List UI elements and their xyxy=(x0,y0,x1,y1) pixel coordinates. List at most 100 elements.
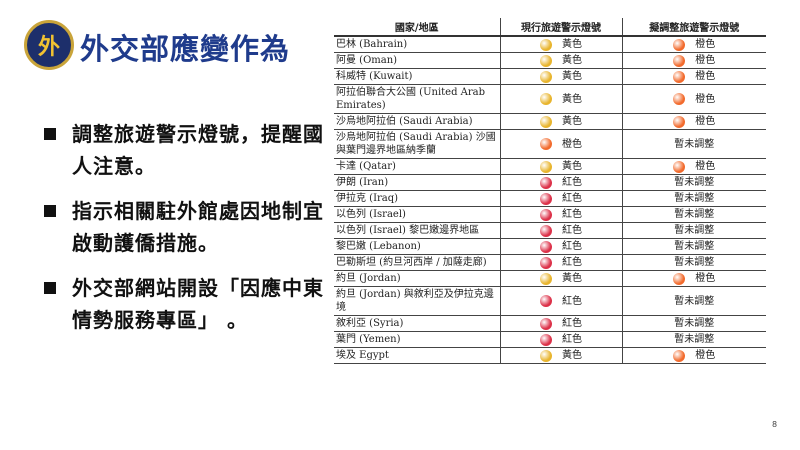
current-cell: 黃色 xyxy=(499,52,622,69)
country-text: 埃及 Egypt xyxy=(336,350,389,361)
current-cell: 紅色 xyxy=(499,331,622,348)
bullet-item: 調整旅遊警示燈號，提醒國人注意。 xyxy=(40,118,330,182)
proposed-text: 橙色 xyxy=(695,39,716,50)
country-cell: 黎巴嫩 (Lebanon) xyxy=(334,238,500,255)
orange-light-icon xyxy=(673,349,686,362)
country-text: 卡達 (Qatar) xyxy=(336,161,396,172)
country-text: 沙烏地阿拉伯 (Saudi Arabia) xyxy=(336,116,473,127)
orange-light-icon xyxy=(673,38,686,51)
slide-title: 外交部應變作為 xyxy=(80,32,291,66)
proposed-cell: 橙色 xyxy=(621,36,766,53)
yellow-light-icon xyxy=(540,54,552,67)
country-cell: 以色列 (Israel) xyxy=(334,206,500,223)
current-text: 紅色 xyxy=(562,318,582,329)
yellow-light-icon xyxy=(540,349,552,362)
proposed-cell: 暫未調整 xyxy=(621,174,766,191)
current-cell: 紅色 xyxy=(499,222,622,239)
current-cell: 紅色 xyxy=(499,206,622,223)
proposed-text: 橙色 xyxy=(695,350,716,361)
current-cell: 黃色 xyxy=(499,36,622,53)
proposed-cell: 暫未調整 xyxy=(621,286,766,316)
mofa-logo: 外 xyxy=(24,20,74,70)
table-row: 以色列 (Israel) 紅色 暫未調整 xyxy=(334,206,766,223)
current-text: 紅色 xyxy=(562,257,582,268)
current-cell: 黃色 xyxy=(499,347,622,364)
country-text: 敘利亞 (Syria) xyxy=(336,318,404,329)
proposed-text: 暫未調整 xyxy=(674,318,715,329)
square-bullet-icon xyxy=(44,282,56,294)
current-text: 黃色 xyxy=(562,161,582,172)
travel-alert-table: 國家/地區 現行旅遊警示燈號 擬調整旅遊警示燈號 巴林 (Bahrain) 黃色橙… xyxy=(334,18,766,364)
yellow-light-icon xyxy=(540,70,552,83)
country-text: 以色列 (Israel) xyxy=(336,209,406,220)
country-cell: 約旦 (Jordan) 與敘利亞及伊拉克邊境 xyxy=(334,286,500,316)
proposed-text: 暫未調整 xyxy=(674,295,715,307)
orange-light-icon xyxy=(673,93,686,105)
table-row: 敘利亞 (Syria) 紅色 暫未調整 xyxy=(334,315,766,332)
country-text: 巴林 (Bahrain) xyxy=(336,39,408,50)
table-row: 以色列 (Israel) 黎巴嫩邊界地區 紅色 暫未調整 xyxy=(334,222,766,239)
proposed-text: 暫未調整 xyxy=(674,257,715,268)
country-cell: 葉門 (Yemen) xyxy=(334,331,500,348)
table-row: 伊拉克 (Iraq) 紅色 暫未調整 xyxy=(334,190,766,207)
country-cell: 沙烏地阿拉伯 (Saudi Arabia) 沙國與葉門邊界地區納季蘭 xyxy=(334,129,500,159)
country-cell: 阿曼 (Oman) xyxy=(334,52,500,69)
proposed-cell: 橙色 xyxy=(621,270,766,287)
header-current: 現行旅遊警示燈號 xyxy=(499,18,622,37)
table-row: 巴林 (Bahrain) 黃色 橙色 xyxy=(334,36,766,53)
table-row: 科威特 (Kuwait) 黃色 橙色 xyxy=(334,68,766,85)
table-row: 阿曼 (Oman) 黃色 橙色 xyxy=(334,52,766,69)
yellow-light-icon xyxy=(540,38,552,51)
red-light-icon xyxy=(540,176,552,189)
country-cell: 敘利亞 (Syria) xyxy=(334,315,500,332)
country-cell: 沙烏地阿拉伯 (Saudi Arabia) xyxy=(334,113,500,130)
country-cell: 約旦 (Jordan) xyxy=(334,270,500,287)
table-row: 約旦 (Jordan) 黃色 橙色 xyxy=(334,270,766,287)
proposed-cell: 橙色 xyxy=(621,347,766,364)
current-text: 黃色 xyxy=(562,273,582,284)
table-row: 黎巴嫩 (Lebanon) 紅色 暫未調整 xyxy=(334,238,766,255)
country-text: 伊朗 (Iran) xyxy=(336,177,389,188)
current-text: 紅色 xyxy=(562,241,582,252)
current-cell: 橙色 xyxy=(499,129,622,159)
country-text: 黎巴嫩 (Lebanon) xyxy=(336,241,421,252)
current-text: 黃色 xyxy=(562,116,582,127)
proposed-text: 橙色 xyxy=(695,116,716,127)
orange-light-icon xyxy=(540,138,552,150)
proposed-cell: 暫未調整 xyxy=(621,222,766,239)
country-cell: 巴林 (Bahrain) xyxy=(334,36,500,53)
current-cell: 紅色 xyxy=(499,254,622,271)
current-cell: 紅色 xyxy=(499,238,622,255)
proposed-cell: 暫未調整 xyxy=(621,206,766,223)
country-text: 阿拉伯聯合大公國 (United Arab Emirates) xyxy=(336,87,486,111)
red-light-icon xyxy=(540,333,552,346)
table-row: 阿拉伯聯合大公國 (United Arab Emirates) 黃色 橙色 xyxy=(334,84,766,114)
proposed-cell: 暫未調整 xyxy=(621,129,766,159)
proposed-cell: 橙色 xyxy=(621,113,766,130)
current-text: 紅色 xyxy=(562,295,582,307)
bullet-list: 調整旅遊警示燈號，提醒國人注意。 指示相關駐外館處因地制宜啟動護僑措施。 外交部… xyxy=(40,118,330,349)
orange-light-icon xyxy=(673,54,686,67)
table-row: 沙烏地阿拉伯 (Saudi Arabia) 黃色 橙色 xyxy=(334,113,766,130)
current-text: 紅色 xyxy=(562,334,582,345)
current-text: 黃色 xyxy=(562,55,582,66)
page-number: 8 xyxy=(772,420,778,429)
proposed-cell: 橙色 xyxy=(621,158,766,175)
table-row: 埃及 Egypt 黃色 橙色 xyxy=(334,347,766,364)
proposed-text: 暫未調整 xyxy=(674,209,715,220)
country-text: 約旦 (Jordan) 與敘利亞及伊拉克邊境 xyxy=(336,289,494,313)
current-cell: 紅色 xyxy=(499,174,622,191)
proposed-text: 暫未調整 xyxy=(674,241,715,252)
current-text: 紅色 xyxy=(562,177,582,188)
bullet-item: 外交部網站開設「因應中東情勢服務專區」 。 xyxy=(40,272,330,336)
square-bullet-icon xyxy=(44,128,56,140)
current-cell: 紅色 xyxy=(499,286,622,316)
table-row: 伊朗 (Iran) 紅色 暫未調整 xyxy=(334,174,766,191)
table-row: 卡達 (Qatar) 黃色 橙色 xyxy=(334,158,766,175)
proposed-cell: 橙色 xyxy=(621,68,766,85)
country-text: 沙烏地阿拉伯 (Saudi Arabia) 沙國與葉門邊界地區納季蘭 xyxy=(336,132,496,156)
country-text: 科威特 (Kuwait) xyxy=(336,71,413,82)
orange-light-icon xyxy=(673,70,686,83)
orange-light-icon xyxy=(673,272,686,285)
current-text: 紅色 xyxy=(562,209,582,220)
